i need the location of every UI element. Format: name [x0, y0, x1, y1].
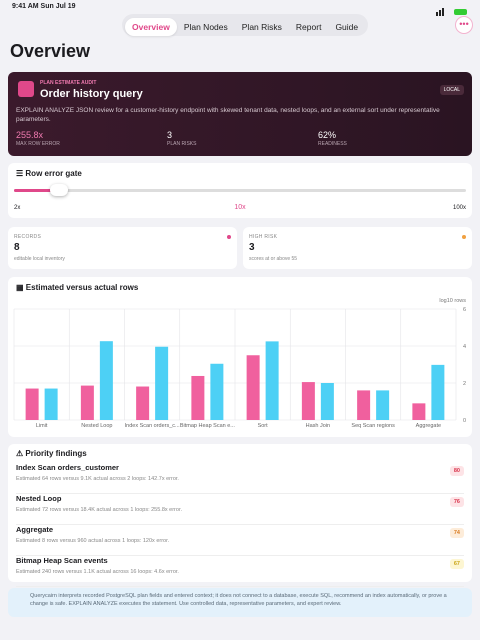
finding-detail: Estimated 8 rows versus 960 actual acros… — [16, 538, 170, 544]
x-tick-label: Bitmap Heap Scan e... — [180, 423, 236, 429]
y-tick-label: 0 — [463, 418, 466, 424]
chart-title-text: Estimated versus actual rows — [25, 283, 139, 292]
tab[interactable]: Plan Risks — [241, 22, 282, 32]
slider-track — [14, 189, 466, 192]
bar — [155, 346, 169, 420]
axis-label: log10 rows — [439, 298, 466, 304]
tab[interactable]: Guide — [335, 22, 359, 32]
eyebrow: PLAN ESTIMATE AUDIT — [40, 80, 97, 86]
bar — [412, 403, 426, 420]
stat-card-note: editable local inventory — [14, 256, 65, 262]
bar — [136, 386, 150, 420]
stat-card-label: RECORDS — [14, 234, 42, 240]
gate-min: 2x — [14, 205, 21, 211]
stat-card: HIGH RISK 3 scores at or above 55 — [243, 227, 472, 269]
status-dot — [462, 235, 466, 239]
bar — [301, 382, 315, 420]
x-tick-label: Limit — [36, 423, 48, 429]
x-tick-label: Aggregate — [416, 423, 441, 429]
x-tick-label: Nested Loop — [81, 423, 112, 429]
y-tick-label: 4 — [463, 344, 466, 350]
stat-label: READINESS — [318, 141, 347, 147]
bar — [265, 341, 279, 420]
risk-score: 80 — [449, 466, 464, 476]
y-tick-label: 2 — [463, 381, 466, 387]
bar — [99, 341, 113, 420]
y-tick-label: 6 — [463, 307, 466, 313]
bar — [191, 375, 205, 420]
stat-label: PLAN RISKS — [167, 141, 197, 147]
bar — [246, 355, 260, 420]
chart-card: ▦ Estimated versus actual rows log10 row… — [8, 277, 472, 437]
bar — [357, 390, 371, 420]
tab[interactable]: Plan Nodes — [183, 22, 228, 32]
finding-title: Nested Loop — [16, 494, 62, 503]
stat-card: RECORDS 8 editable local inventory — [8, 227, 237, 269]
findings-card: ⚠ Priority findings Index Scan orders_cu… — [8, 444, 472, 587]
stat-card-value: 3 — [249, 242, 255, 253]
bar — [376, 390, 390, 420]
finding-title: Aggregate — [16, 525, 54, 534]
audit-icon — [18, 81, 34, 97]
local-badge: LOCAL — [439, 85, 464, 95]
finding-detail: Estimated 72 rows versus 18.4K actual ac… — [16, 507, 182, 513]
finding-title: Bitmap Heap Scan events — [16, 556, 108, 565]
stat-value: 3 — [167, 130, 173, 140]
gate-title: ☰ Row error gate — [16, 169, 82, 178]
page-title: Overview — [10, 41, 91, 61]
gate-card: ☰ Row error gate 2x 10x 100x — [8, 163, 472, 218]
stat-value: 62% — [318, 130, 337, 140]
gate-max: 100x — [452, 205, 466, 211]
findings-title: ⚠ Priority findings — [16, 449, 87, 458]
bar — [210, 363, 224, 420]
gate-title-text: Row error gate — [25, 169, 82, 178]
slider-thumb[interactable] — [50, 184, 68, 196]
bar — [25, 388, 39, 420]
slider-fill — [14, 189, 60, 192]
bar — [80, 385, 94, 420]
footer-text: Querycairn interprets recorded PostgreSQ… — [30, 593, 447, 607]
audit-description: EXPLAIN ANALYZE JSON review for a custom… — [16, 107, 440, 123]
finding-item: Nested Loop Estimated 72 rows versus 18.4… — [16, 494, 464, 525]
audit-title: Order history query — [40, 88, 143, 100]
tab[interactable]: Report — [295, 22, 322, 32]
finding-detail: Estimated 240 rows versus 1.1K actual ac… — [16, 569, 179, 575]
chart: log10 rows 0 2 4 6 Limit Nested Loop Index Scan… — [13, 298, 466, 429]
gate-current: 10x — [234, 204, 246, 211]
stat-label: MAX ROW ERROR — [16, 141, 60, 147]
finding-title: Index Scan orders_customer — [16, 463, 119, 472]
chart-title: ▦ Estimated versus actual rows — [16, 283, 139, 292]
status-dot — [227, 235, 231, 239]
bar — [44, 388, 58, 420]
finding-item: Aggregate Estimated 8 rows versus 960 act… — [16, 525, 464, 556]
bar — [320, 383, 334, 420]
risk-score: 67 — [449, 559, 464, 569]
menu-button[interactable]: ••• — [455, 16, 473, 34]
status-time: 9:41 AM Sun Jul 19 — [12, 3, 76, 10]
stat-value: 255.8x — [16, 130, 44, 140]
stat-card-note: scores at or above 55 — [249, 256, 298, 262]
footer-note: Querycairn interprets recorded PostgreSQ… — [8, 588, 472, 617]
tab[interactable]: Overview — [125, 18, 177, 36]
tab-bar: Overview Plan Nodes Plan Risks Report Guide — [122, 14, 369, 36]
audit-card: PLAN ESTIMATE AUDIT Order history query … — [8, 72, 472, 156]
risk-score: 76 — [449, 497, 464, 507]
risk-score: 74 — [449, 528, 464, 538]
x-tick-label: Seq Scan regions — [351, 423, 395, 429]
x-tick-label: Hash Join — [306, 423, 330, 429]
bar — [431, 364, 445, 420]
stat-card-label: HIGH RISK — [249, 234, 278, 240]
finding-detail: Estimated 64 rows versus 9.1K actual acr… — [16, 476, 179, 482]
x-tick-label: Sort — [258, 423, 269, 429]
finding-item: Index Scan orders_customer Estimated 64 r… — [16, 463, 464, 494]
status-icons — [436, 3, 468, 16]
finding-item: Bitmap Heap Scan events Estimated 240 row… — [16, 556, 464, 587]
findings-title-text: Priority findings — [25, 449, 87, 458]
stat-card-value: 8 — [14, 242, 20, 253]
x-tick-label: Index Scan orders_c... — [125, 423, 181, 429]
